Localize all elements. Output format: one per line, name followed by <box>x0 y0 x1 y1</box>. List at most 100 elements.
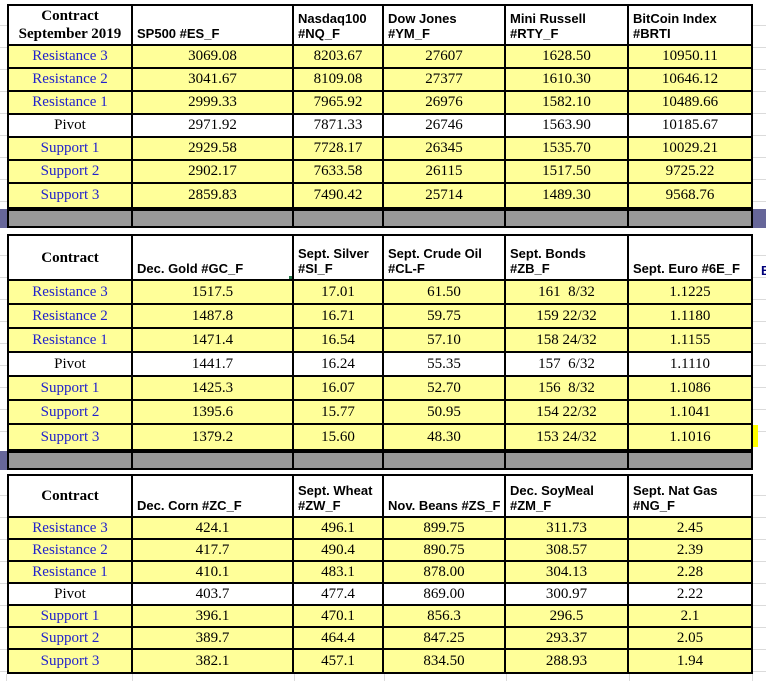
value-cell[interactable]: 15.60 <box>294 425 384 449</box>
value-cell[interactable]: 2.45 <box>629 518 751 538</box>
value-cell[interactable]: 304.13 <box>506 562 629 582</box>
value-cell[interactable]: 1.1041 <box>629 401 751 423</box>
value-cell[interactable]: 1582.10 <box>506 92 629 113</box>
value-cell[interactable]: 10029.21 <box>629 138 751 159</box>
value-cell[interactable]: 10185.67 <box>629 115 751 136</box>
row-label-cell[interactable]: Support 1 <box>9 138 133 159</box>
value-cell[interactable]: 7965.92 <box>294 92 384 113</box>
value-cell[interactable]: 57.10 <box>384 329 506 351</box>
value-cell[interactable]: 1535.70 <box>506 138 629 159</box>
value-cell[interactable]: 161 8/32 <box>506 281 629 303</box>
value-cell[interactable]: 26345 <box>384 138 506 159</box>
column-header-cell[interactable]: Dec. Corn #ZC_F <box>133 476 294 516</box>
column-header-cell[interactable]: Sept. Crude Oil #CL-F <box>384 236 506 279</box>
value-cell[interactable]: 7871.33 <box>294 115 384 136</box>
column-header-cell[interactable]: SP500 #ES_F <box>133 6 294 44</box>
value-cell[interactable]: 157 6/32 <box>506 353 629 375</box>
table-corner-cell[interactable]: Contract <box>9 236 133 279</box>
row-label-cell[interactable]: Support 1 <box>9 606 133 626</box>
column-header-cell[interactable]: Sept. Euro #6E_F <box>629 236 751 279</box>
value-cell[interactable]: 156 8/32 <box>506 377 629 399</box>
value-cell[interactable]: 300.97 <box>506 584 629 604</box>
column-header-cell[interactable]: Sept. Wheat #ZW_F <box>294 476 384 516</box>
row-label-cell[interactable]: Resistance 3 <box>9 281 133 303</box>
column-header-cell[interactable]: BitCoin Index #BRTI <box>629 6 751 44</box>
value-cell[interactable]: 59.75 <box>384 305 506 327</box>
row-label-cell[interactable]: Support 2 <box>9 161 133 182</box>
column-header-cell[interactable]: Nov. Beans #ZS_F <box>384 476 506 516</box>
value-cell[interactable]: 834.50 <box>384 650 506 672</box>
value-cell[interactable]: 50.95 <box>384 401 506 423</box>
value-cell[interactable]: 899.75 <box>384 518 506 538</box>
column-header-cell[interactable]: Dec. SoyMeal #ZM_F <box>506 476 629 516</box>
row-label-cell[interactable]: Resistance 2 <box>9 69 133 90</box>
value-cell[interactable]: 2929.58 <box>133 138 294 159</box>
selected-column-header-cell[interactable]: Dec. Gold #GC_F <box>133 236 294 279</box>
value-cell[interactable]: 410.1 <box>133 562 294 582</box>
row-label-cell[interactable]: Support 2 <box>9 401 133 423</box>
value-cell[interactable]: 1610.30 <box>506 69 629 90</box>
value-cell[interactable]: 7633.58 <box>294 161 384 182</box>
row-label-cell[interactable]: Resistance 1 <box>9 92 133 113</box>
value-cell[interactable]: 296.5 <box>506 606 629 626</box>
value-cell[interactable]: 7490.42 <box>294 184 384 207</box>
row-label-cell[interactable]: Resistance 2 <box>9 305 133 327</box>
value-cell[interactable]: 2971.92 <box>133 115 294 136</box>
row-label-cell[interactable]: Support 3 <box>9 425 133 449</box>
value-cell[interactable]: 288.93 <box>506 650 629 672</box>
value-cell[interactable]: 153 24/32 <box>506 425 629 449</box>
value-cell[interactable]: 27607 <box>384 46 506 67</box>
value-cell[interactable]: 2.05 <box>629 628 751 648</box>
value-cell[interactable]: 8109.08 <box>294 69 384 90</box>
value-cell[interactable]: 10950.11 <box>629 46 751 67</box>
column-header-cell[interactable]: Nasdaq100 #NQ_F <box>294 6 384 44</box>
value-cell[interactable]: 9725.22 <box>629 161 751 182</box>
value-cell[interactable]: 382.1 <box>133 650 294 672</box>
value-cell[interactable]: 869.00 <box>384 584 506 604</box>
value-cell[interactable]: 1441.7 <box>133 353 294 375</box>
value-cell[interactable]: 308.57 <box>506 540 629 560</box>
value-cell[interactable]: 48.30 <box>384 425 506 449</box>
value-cell[interactable]: 55.35 <box>384 353 506 375</box>
value-cell[interactable]: 856.3 <box>384 606 506 626</box>
value-cell[interactable]: 15.77 <box>294 401 384 423</box>
value-cell[interactable]: 293.37 <box>506 628 629 648</box>
value-cell[interactable]: 878.00 <box>384 562 506 582</box>
value-cell[interactable]: 457.1 <box>294 650 384 672</box>
row-label-cell[interactable]: Support 3 <box>9 184 133 207</box>
row-label-cell[interactable]: Support 3 <box>9 650 133 672</box>
value-cell[interactable]: 1517.50 <box>506 161 629 182</box>
value-cell[interactable]: 1.1086 <box>629 377 751 399</box>
value-cell[interactable]: 16.07 <box>294 377 384 399</box>
value-cell[interactable]: 477.4 <box>294 584 384 604</box>
value-cell[interactable]: 2859.83 <box>133 184 294 207</box>
table-corner-cell[interactable]: Contract September 2019 <box>9 6 133 44</box>
row-label-cell[interactable]: Pivot <box>9 115 133 136</box>
value-cell[interactable]: 26115 <box>384 161 506 182</box>
value-cell[interactable]: 1.1016 <box>629 425 751 449</box>
value-cell[interactable]: 311.73 <box>506 518 629 538</box>
value-cell[interactable]: 1.1180 <box>629 305 751 327</box>
value-cell[interactable]: 158 24/32 <box>506 329 629 351</box>
value-cell[interactable]: 1471.4 <box>133 329 294 351</box>
value-cell[interactable]: 1628.50 <box>506 46 629 67</box>
value-cell[interactable]: 396.1 <box>133 606 294 626</box>
value-cell[interactable]: 1.1225 <box>629 281 751 303</box>
selection-fill-handle[interactable] <box>288 275 292 279</box>
value-cell[interactable]: 2902.17 <box>133 161 294 182</box>
column-header-cell[interactable]: Sept. Silver #SI_F <box>294 236 384 279</box>
value-cell[interactable]: 1517.5 <box>133 281 294 303</box>
value-cell[interactable]: 154 22/32 <box>506 401 629 423</box>
value-cell[interactable]: 424.1 <box>133 518 294 538</box>
value-cell[interactable]: 2.28 <box>629 562 751 582</box>
value-cell[interactable]: 490.4 <box>294 540 384 560</box>
value-cell[interactable]: 61.50 <box>384 281 506 303</box>
value-cell[interactable]: 27377 <box>384 69 506 90</box>
column-header-cell[interactable]: Sept. Nat Gas #NG_F <box>629 476 751 516</box>
value-cell[interactable]: 1395.6 <box>133 401 294 423</box>
value-cell[interactable]: 1.1110 <box>629 353 751 375</box>
value-cell[interactable]: 26976 <box>384 92 506 113</box>
value-cell[interactable]: 483.1 <box>294 562 384 582</box>
value-cell[interactable]: 8203.67 <box>294 46 384 67</box>
row-label-cell[interactable]: Resistance 3 <box>9 46 133 67</box>
